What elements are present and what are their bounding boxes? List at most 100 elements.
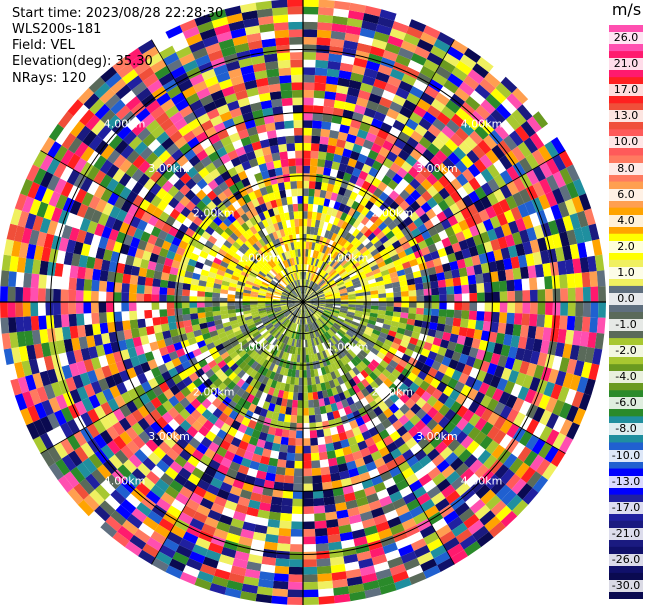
gate-cell	[166, 531, 183, 545]
gate-cell	[419, 213, 431, 224]
gate-cell	[359, 246, 368, 255]
gate-cell	[159, 309, 168, 317]
gate-cell	[297, 188, 303, 197]
gate-cell	[449, 425, 462, 439]
gate-cell	[251, 396, 260, 406]
gate-cell	[327, 248, 334, 257]
range-ring-label: 2.00km	[372, 207, 414, 220]
gate-cell	[443, 52, 460, 67]
gate-cell	[332, 296, 341, 299]
gate-cell	[208, 441, 220, 453]
gate-cell	[112, 421, 126, 436]
gate-cell	[360, 206, 370, 217]
gate-cell	[284, 467, 295, 476]
gate-cell	[532, 338, 543, 353]
gate-cell	[450, 413, 463, 426]
gate-cell	[336, 317, 345, 323]
gate-cell	[335, 332, 343, 340]
gate-cell	[124, 541, 143, 557]
gate-cell	[444, 138, 459, 152]
gate-cell	[375, 24, 392, 36]
gate-cell	[295, 438, 303, 446]
gate-cell	[544, 314, 553, 329]
gate-cell	[333, 201, 341, 211]
gate-cell	[295, 430, 303, 439]
gate-cell	[331, 208, 339, 218]
gate-cell	[254, 477, 266, 488]
gate-cell	[455, 198, 467, 212]
gate-cell	[289, 338, 294, 346]
gate-cell	[244, 355, 253, 364]
gate-cell	[193, 511, 208, 524]
gate-cell	[387, 330, 397, 338]
gate-cell	[307, 290, 314, 297]
gate-cell	[232, 454, 244, 465]
gate-cell	[469, 302, 478, 312]
gate-cell	[478, 339, 489, 351]
gate-cell	[393, 155, 406, 168]
gate-cell	[281, 429, 290, 438]
gate-cell	[467, 319, 477, 330]
gate-cell	[121, 311, 130, 321]
gate-cell	[384, 339, 393, 347]
gate-cell	[405, 118, 419, 131]
gate-cell	[350, 337, 359, 345]
gate-cell	[358, 558, 374, 569]
gate-cell	[375, 256, 384, 265]
gate-cell	[351, 426, 362, 437]
gate-cell	[280, 90, 293, 99]
gate-cell	[405, 437, 418, 450]
gate-cell	[64, 471, 80, 488]
gate-cell	[340, 155, 350, 166]
gate-cell	[338, 186, 347, 196]
gate-cell	[344, 263, 352, 271]
gate-cell	[311, 467, 322, 476]
gate-cell	[426, 173, 439, 186]
gate-cell	[500, 468, 515, 485]
gate-cell	[152, 278, 161, 287]
gate-cell	[337, 236, 345, 245]
gate-cell	[507, 290, 516, 302]
gate-cell	[566, 164, 580, 182]
gate-cell	[196, 443, 209, 455]
gate-cell	[294, 460, 303, 469]
gate-cell	[255, 322, 264, 329]
gate-cell	[362, 333, 371, 340]
gate-cell	[335, 385, 344, 394]
gate-cell	[375, 339, 384, 348]
gate-cell	[573, 227, 585, 244]
gate-cell	[414, 319, 423, 328]
gate-cell	[441, 484, 456, 499]
gate-cell	[451, 325, 461, 336]
gate-cell	[332, 487, 344, 497]
gate-cell	[347, 207, 356, 217]
gate-cell	[354, 136, 366, 147]
gate-cell	[559, 184, 572, 202]
gate-cell	[312, 338, 317, 346]
gate-cell	[299, 355, 303, 363]
gate-cell	[456, 335, 466, 346]
gate-cell	[366, 100, 379, 112]
gate-cell	[370, 142, 383, 154]
gate-cell	[220, 364, 230, 373]
gate-cell	[179, 397, 191, 409]
gate-cell	[379, 9, 397, 21]
gate-cell	[94, 448, 109, 465]
gate-cell	[272, 347, 279, 356]
gate-cell	[307, 331, 311, 340]
gate-cell	[458, 372, 470, 385]
gate-cell	[309, 165, 318, 174]
gate-cell	[435, 92, 450, 106]
gate-cell	[385, 459, 398, 471]
gate-cell	[349, 591, 366, 602]
gate-cell	[389, 162, 401, 174]
gate-cell	[409, 211, 420, 222]
gate-cell	[480, 195, 492, 210]
gate-cell	[387, 556, 404, 569]
gate-cell	[341, 324, 349, 331]
gate-cell	[256, 438, 266, 449]
gate-cell	[303, 218, 308, 227]
gate-cell	[446, 46, 464, 61]
gate-cell	[372, 367, 382, 377]
gate-cell	[250, 492, 263, 503]
